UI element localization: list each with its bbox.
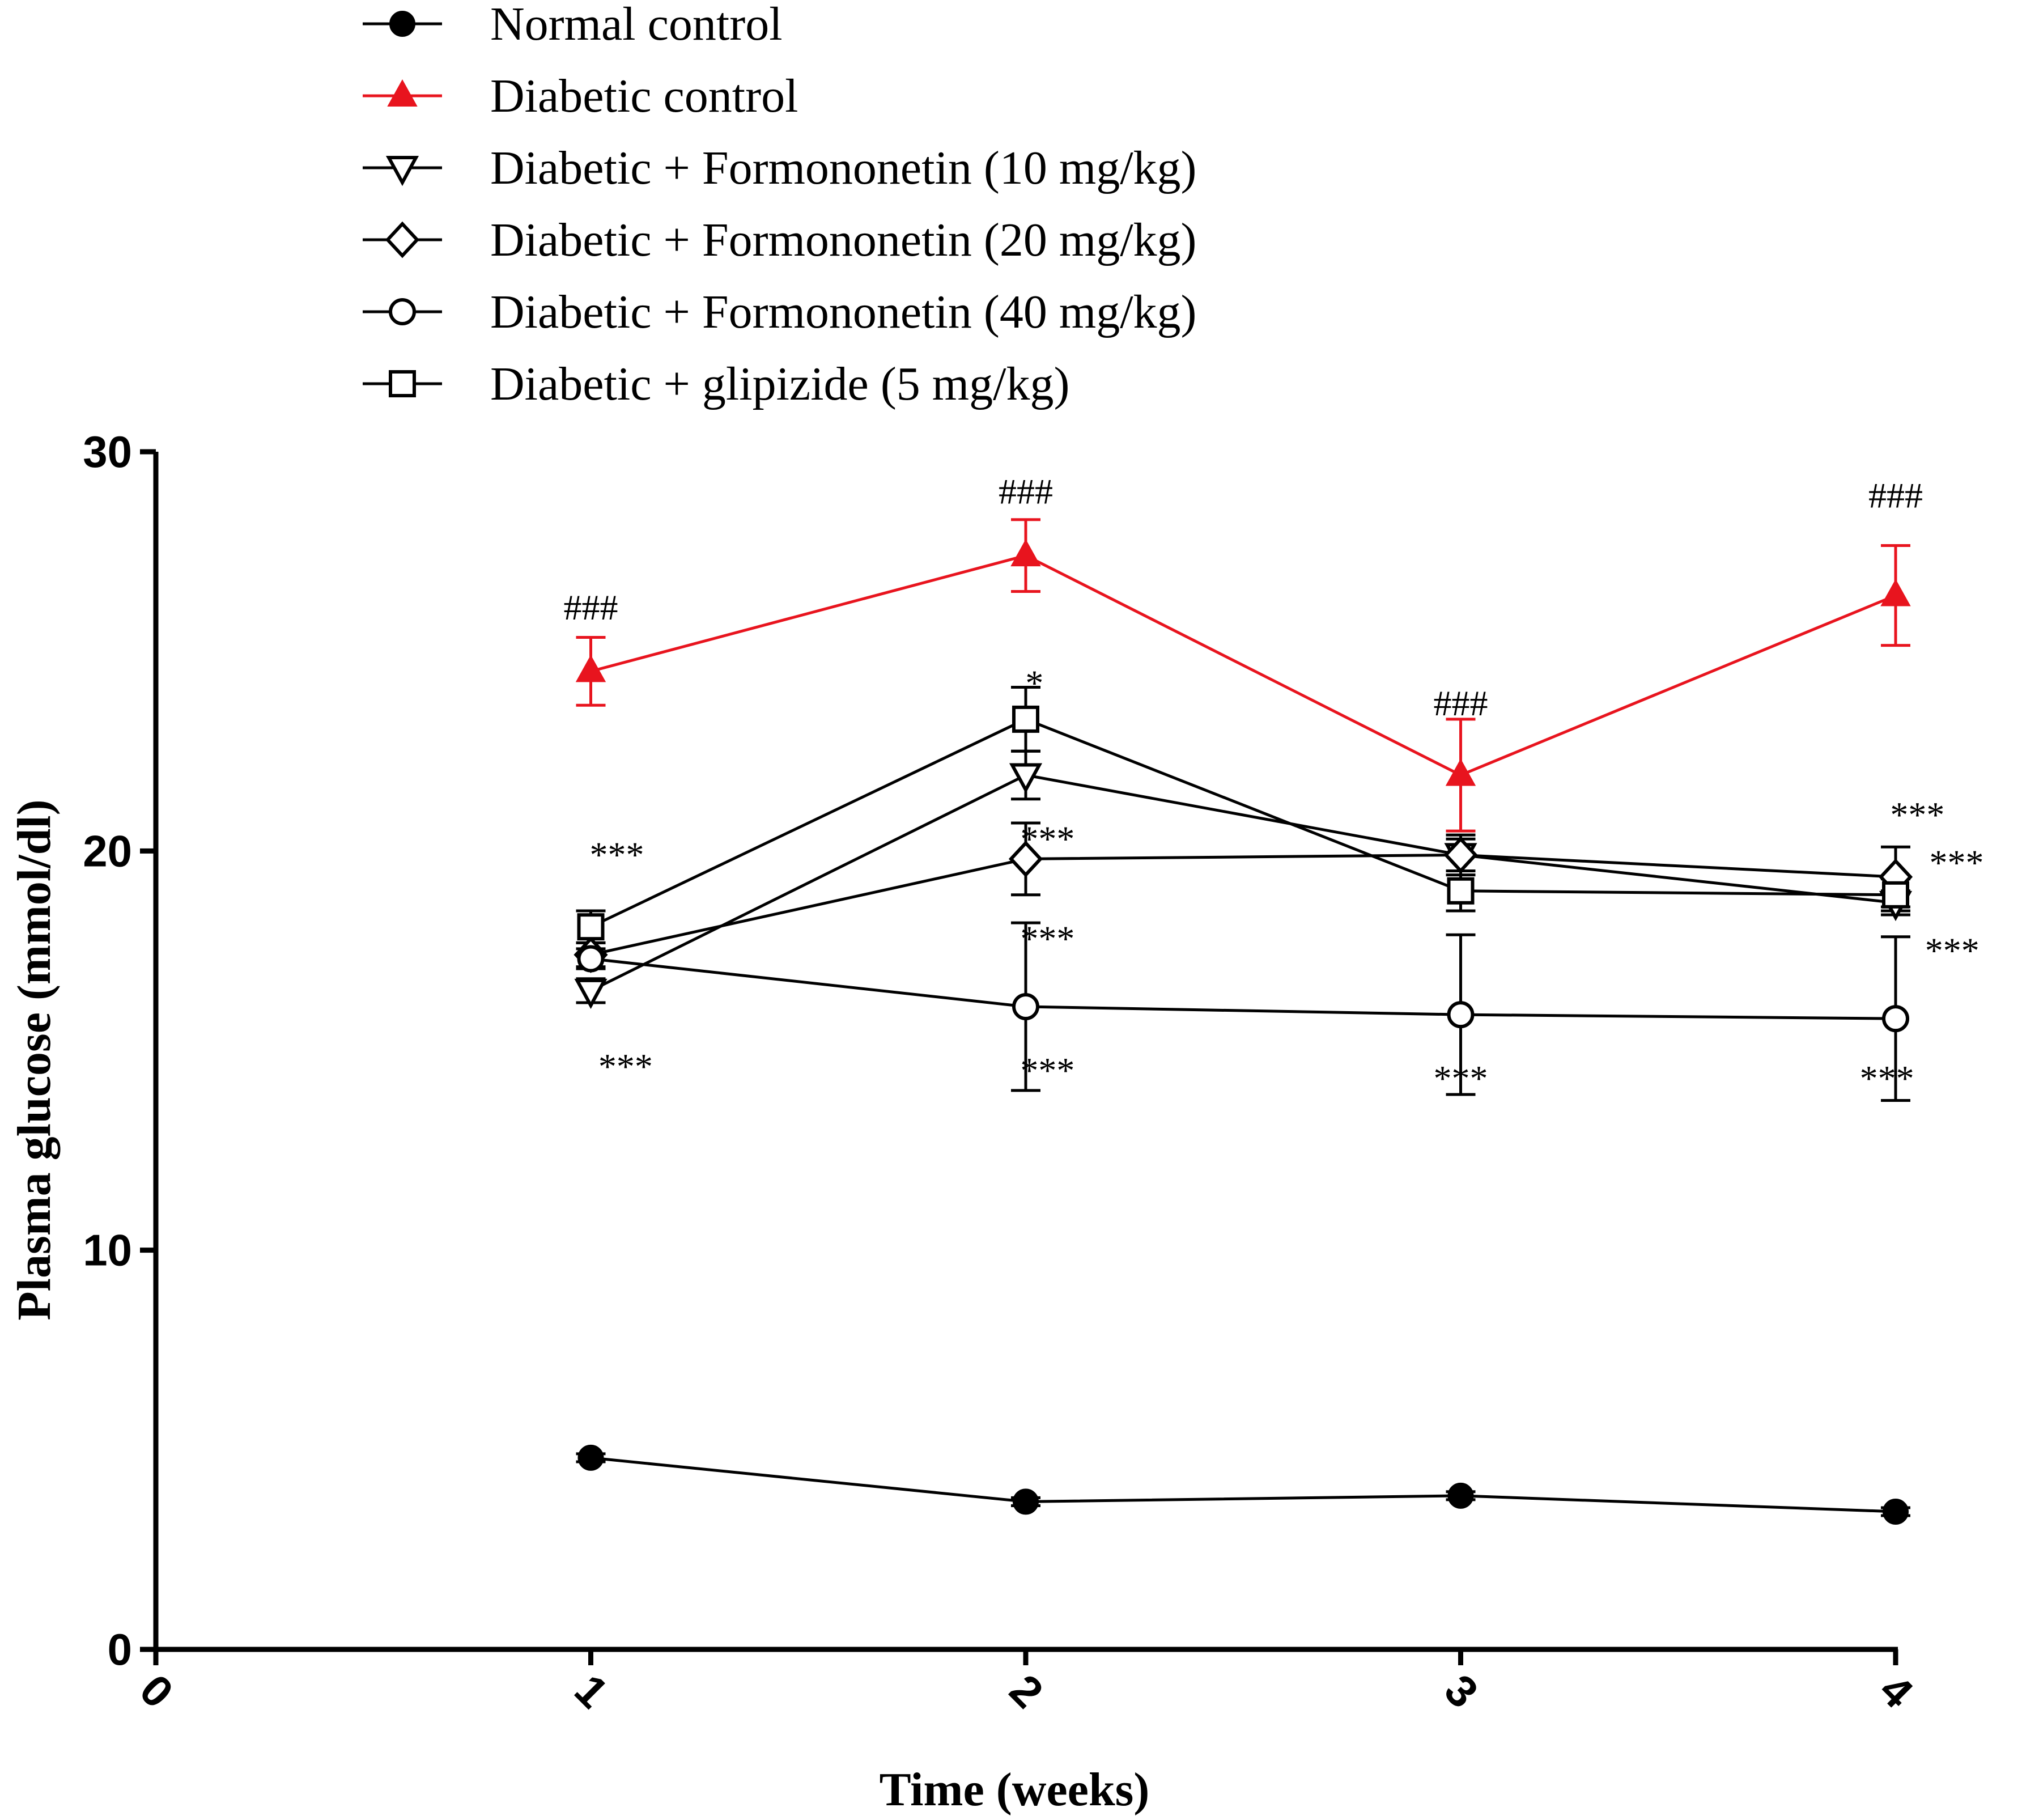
series-markers (574, 836, 1913, 973)
data-point (575, 655, 606, 682)
x-axis-title: Time (weeks) (880, 1763, 1150, 1816)
series-markers (575, 539, 1911, 786)
data-point (574, 978, 608, 1009)
y-tick-label: 30 (83, 427, 132, 477)
data-point (1883, 1499, 1909, 1525)
data-point (1880, 579, 1911, 606)
chart-legend: Normal control Diabetic control Diabetic +… (363, 0, 1197, 410)
data-point (1009, 763, 1043, 794)
x-tick-label: 2 (1000, 1665, 1053, 1717)
legend-marker (389, 11, 415, 37)
significance-label: ### (999, 472, 1053, 512)
x-tick-label: 1 (565, 1665, 618, 1717)
significance-label: ### (1868, 476, 1923, 516)
series-diabetic-formononetin-20-mg-kg (576, 821, 1910, 969)
y-axis-title: Plasma glucose (mmol/dl) (8, 799, 61, 1320)
legend-label: Diabetic + Formononetin (20 mg/kg) (490, 214, 1197, 266)
legend-label: Diabetic control (490, 70, 798, 122)
x-tick-label: 4 (1870, 1665, 1923, 1717)
significance-label: *** (1925, 931, 1979, 971)
y-tick-label: 0 (108, 1624, 132, 1674)
x-tick-label: 0 (130, 1665, 183, 1717)
y-tick-label: 10 (83, 1225, 132, 1275)
significance-label: * (1025, 663, 1043, 703)
legend-entry: Diabetic + Formononetin (40 mg/kg) (363, 286, 1197, 338)
series-diabetic-formononetin-40-mg-kg (576, 921, 1910, 1102)
significance-label: *** (1434, 1058, 1488, 1098)
chart-plot-area (574, 518, 1913, 1525)
legend-label: Normal control (490, 0, 783, 50)
legend-marker (385, 221, 420, 258)
data-point (1012, 993, 1039, 1021)
legend-marker (389, 298, 416, 325)
series-line (590, 853, 1896, 956)
significance-label: ### (1434, 683, 1488, 723)
chart-axes: 0 10 20 30 0 1 2 3 4 (83, 427, 1923, 1717)
series-markers (577, 1444, 1909, 1525)
data-point (1445, 758, 1476, 786)
data-point (577, 1444, 604, 1471)
series-line (590, 554, 1896, 777)
legend-label: Diabetic + Formononetin (10 mg/kg) (490, 142, 1197, 194)
legend-label: Diabetic + Formononetin (40 mg/kg) (490, 286, 1197, 338)
data-point (1447, 877, 1475, 905)
data-point (1447, 1482, 1474, 1509)
significance-label: *** (598, 1046, 653, 1087)
data-point (1882, 1005, 1909, 1033)
chart-annotations: ############**************** ************… (564, 472, 1984, 1098)
x-tick-label: 3 (1435, 1665, 1488, 1717)
series-normal-control (576, 1452, 1910, 1517)
y-tick-label: 20 (83, 826, 132, 876)
legend-marker (387, 79, 418, 107)
legend-entry: Diabetic control (363, 70, 798, 122)
data-point (1882, 881, 1909, 909)
significance-label: *** (1020, 918, 1074, 958)
significance-label: *** (1020, 1050, 1074, 1091)
data-point (1447, 1001, 1475, 1029)
series-markers (577, 705, 1909, 941)
series-line (591, 1456, 1896, 1513)
data-point (577, 913, 605, 941)
legend-entry: Diabetic + Formononetin (10 mg/kg) (363, 142, 1197, 194)
data-point (1012, 705, 1039, 733)
legend-entry: Diabetic + glipizide (5 mg/kg) (363, 358, 1069, 410)
series-diabetic-control (576, 518, 1910, 833)
legend-marker (385, 156, 419, 186)
significance-label: *** (1020, 818, 1074, 859)
data-point (1008, 841, 1043, 877)
series-markers (577, 945, 1909, 1033)
data-point (1010, 539, 1041, 567)
significance-label: ### (564, 587, 618, 627)
significance-label: *** (590, 835, 644, 875)
legend-label: Diabetic + glipizide (5 mg/kg) (490, 358, 1069, 410)
series-diabetic-formononetin-10-mg-kg (576, 749, 1910, 1004)
significance-label: *** (1929, 843, 1983, 883)
data-point (1013, 1488, 1039, 1515)
series-markers (574, 763, 1913, 1009)
series-line (590, 718, 1896, 928)
significance-label: *** (1860, 1058, 1914, 1098)
legend-entry: Normal control (363, 0, 783, 50)
significance-label: *** (1890, 795, 1944, 835)
legend-marker (389, 370, 416, 397)
data-point (577, 945, 605, 973)
series-line (591, 957, 1896, 1020)
data-point (1443, 836, 1478, 873)
legend-entry: Diabetic + Formononetin (20 mg/kg) (363, 214, 1197, 266)
series-line (590, 773, 1896, 992)
